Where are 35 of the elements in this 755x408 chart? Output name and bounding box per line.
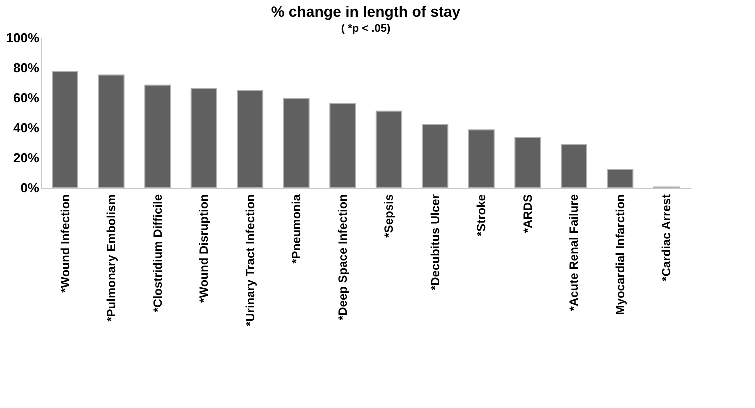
bar xyxy=(190,88,218,188)
chart-subtitle: ( *p < .05) xyxy=(341,23,391,35)
y-tick-label: 60% xyxy=(13,90,40,106)
y-tick-label: 80% xyxy=(13,60,40,76)
bar xyxy=(468,130,495,188)
y-tick-label: 40% xyxy=(13,120,40,136)
bar xyxy=(607,170,634,188)
bar xyxy=(52,71,79,188)
x-tick-label: *Deep Space Infection xyxy=(336,194,350,321)
x-tick-label: Myocardial Infarction xyxy=(613,194,628,316)
x-tick-label: *Stroke xyxy=(474,194,489,237)
x-tick-label: *Cardiac Arrest xyxy=(660,194,674,282)
y-tick-label: 0% xyxy=(20,180,40,196)
bar xyxy=(144,84,172,188)
x-tick-label: *Wound Disruption xyxy=(197,194,212,303)
x-tick-label: *Pneumonia xyxy=(290,194,304,264)
x-tick-label: *Acute Renal Failure xyxy=(567,194,582,312)
bar xyxy=(330,103,356,188)
bar xyxy=(237,90,264,188)
x-tick-label: *ARDS xyxy=(520,194,535,234)
x-tick-label: *Clostridium Difficile xyxy=(150,194,165,313)
bar xyxy=(560,144,588,188)
bar xyxy=(376,110,402,188)
bar xyxy=(422,124,449,188)
x-tick-label: *Wound Infection xyxy=(58,194,72,293)
bar xyxy=(98,74,125,188)
y-tick-label: 100% xyxy=(6,30,40,46)
x-tick-label: *Decubitus Ulcer xyxy=(428,194,442,291)
chart-title: % change in length of stay xyxy=(271,4,462,21)
x-tick-label: *Pulmonary Embolism xyxy=(104,194,119,322)
bar xyxy=(283,98,310,188)
y-tick-label: 20% xyxy=(13,150,40,166)
bar xyxy=(514,137,542,188)
x-tick-label: *Urinary Tract Infection xyxy=(243,194,258,327)
x-tick-label: *Sepsis xyxy=(382,194,396,238)
